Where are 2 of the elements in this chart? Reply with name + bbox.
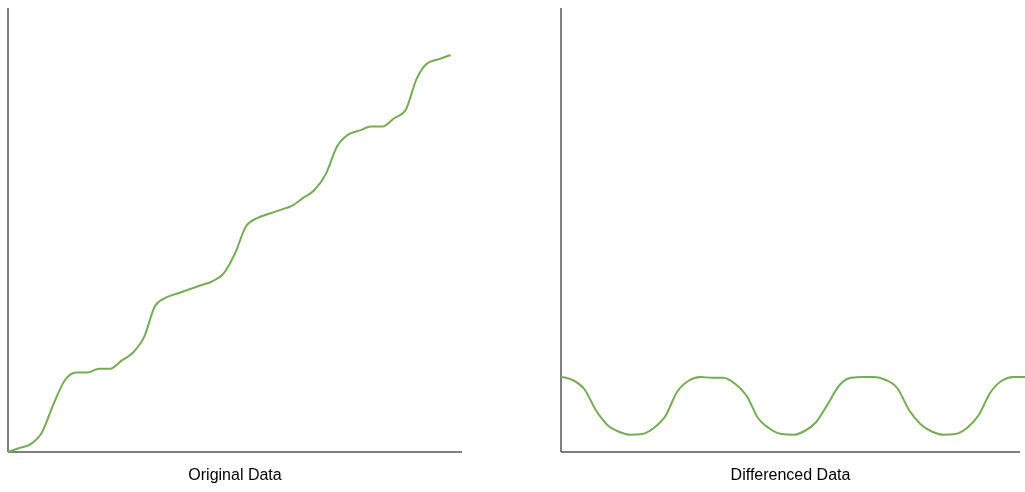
x-axis-title: Original Data [188, 466, 282, 483]
x-axis-title: Differenced Data [730, 466, 851, 483]
